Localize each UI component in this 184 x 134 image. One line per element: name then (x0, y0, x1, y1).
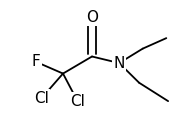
Text: N: N (114, 56, 125, 71)
Text: F: F (31, 54, 40, 69)
Text: Cl: Cl (70, 94, 85, 109)
Text: Cl: Cl (34, 91, 49, 106)
Text: O: O (86, 10, 98, 25)
